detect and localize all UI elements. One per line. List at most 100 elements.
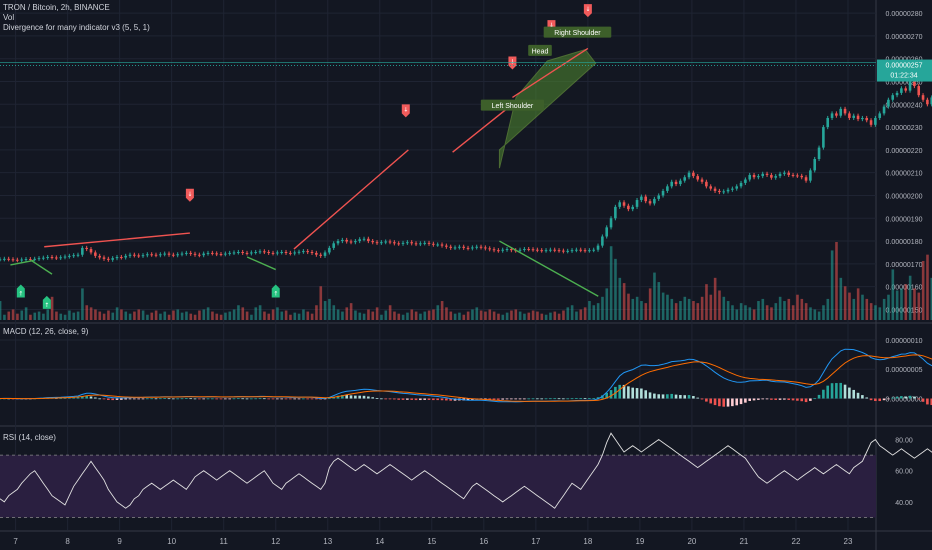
volume-bar (683, 296, 687, 320)
macd-histogram-bar (137, 398, 140, 400)
candle-body (323, 252, 327, 256)
candle-body (150, 254, 153, 256)
candle-body (778, 173, 782, 177)
volume-bar (770, 307, 773, 320)
volume-bar (388, 305, 392, 320)
volume-bar (436, 305, 440, 320)
candle-body (211, 252, 214, 254)
macd-histogram-bar (258, 398, 262, 400)
y-tick-label: 0.00000250 (886, 80, 923, 87)
macd-histogram-bar (835, 383, 838, 399)
volume-bar (661, 292, 665, 320)
x-tick-label: 11 (220, 537, 229, 546)
volume-bar (588, 301, 591, 320)
candle-body (319, 254, 322, 256)
volume-bar (505, 312, 509, 320)
volume-bar (111, 312, 115, 320)
volume-bar (908, 275, 912, 320)
candle-body (904, 88, 908, 91)
macd-histogram-bar (869, 398, 873, 401)
macd-histogram-bar (778, 398, 782, 400)
volume-bar (540, 313, 544, 320)
indicator-legend[interactable]: Divergence for many indicator v3 (5, 5, … (3, 23, 150, 32)
bullish-divergence-line (10, 259, 34, 266)
macd-title[interactable]: MACD (12, 26, close, 9) (3, 327, 89, 336)
volume-legend[interactable]: Vol (3, 13, 15, 22)
macd-histogram-bar (146, 398, 149, 400)
volume-bar (319, 286, 323, 320)
volume-bar (874, 305, 877, 320)
volume-bar (856, 288, 860, 320)
volume-bar (895, 290, 899, 320)
candle-body (466, 247, 470, 249)
macd-histogram-bar (544, 398, 548, 400)
macd-histogram-bar (141, 398, 145, 400)
macd-histogram-bar (605, 392, 609, 399)
bullish-divergence-marker: ↑ (16, 284, 25, 298)
candle-body (661, 190, 665, 196)
candle-body (193, 253, 197, 255)
volume-bar (280, 311, 284, 320)
volume-bar (258, 305, 262, 320)
candle-body (670, 181, 674, 187)
macd-histogram-bar (297, 398, 301, 400)
volume-bar (367, 309, 370, 320)
candle-body (29, 259, 32, 261)
y-tick-label: 0.00000180 (886, 239, 923, 246)
volume-bar (757, 301, 760, 320)
macd-histogram-bar (804, 398, 808, 403)
candle-body (59, 257, 62, 259)
symbol-title[interactable]: TRON / Bitcoin, 2h, BINANCE (3, 3, 110, 12)
macd-histogram-bar (306, 398, 309, 400)
macd-histogram-bar (371, 397, 374, 399)
volume-bar (33, 312, 37, 320)
rsi-y-tick-label: 60.00 (895, 469, 913, 476)
macd-histogram-bar (536, 398, 539, 400)
macd-histogram-bar (553, 398, 556, 400)
macd-histogram-bar (622, 384, 626, 399)
candle-body (900, 88, 903, 93)
candle-body (302, 251, 305, 253)
rsi-title[interactable]: RSI (14, close) (3, 433, 56, 442)
volume-bar (345, 307, 349, 320)
marker-label: ↓ (187, 191, 192, 198)
candle-body (267, 252, 270, 253)
macd-histogram-bar (653, 393, 656, 399)
macd-histogram-bar (224, 398, 227, 400)
candle-body (63, 256, 67, 258)
macd-histogram-bar (276, 398, 279, 400)
macd-histogram-bar (887, 398, 890, 400)
macd-histogram-bar (592, 397, 596, 399)
macd-histogram-bar (362, 395, 366, 399)
macd-histogram-bar (596, 397, 600, 399)
macd-histogram-bar (882, 398, 886, 401)
y-tick-label: 0.00000220 (886, 148, 923, 155)
candle-body (401, 242, 405, 244)
candle-body (648, 201, 652, 204)
bullish-divergence-line (30, 259, 53, 275)
macd-histogram-bar (523, 398, 526, 400)
volume-bar (635, 296, 639, 320)
volume-bar (98, 311, 102, 320)
macd-histogram-bar (579, 398, 583, 399)
volume-bar (640, 301, 643, 320)
macd-histogram-bar (683, 395, 687, 399)
macd-histogram-bar (397, 398, 400, 400)
volume-bar (484, 311, 487, 320)
volume-bar (653, 272, 656, 320)
volume-bar (666, 294, 669, 320)
volume-bar (128, 313, 132, 320)
candle-body (484, 247, 487, 249)
volume-bar (46, 309, 50, 320)
volume-bar (232, 309, 236, 320)
macd-histogram-bar (562, 398, 565, 400)
macd-histogram-bar (531, 398, 535, 400)
macd-histogram-bar (419, 398, 422, 401)
candle-body (696, 176, 700, 180)
volume-bar (826, 298, 830, 320)
candle-body (24, 259, 28, 261)
macd-histogram-bar (107, 398, 110, 400)
pattern-label: Right Shoulder (543, 26, 612, 38)
